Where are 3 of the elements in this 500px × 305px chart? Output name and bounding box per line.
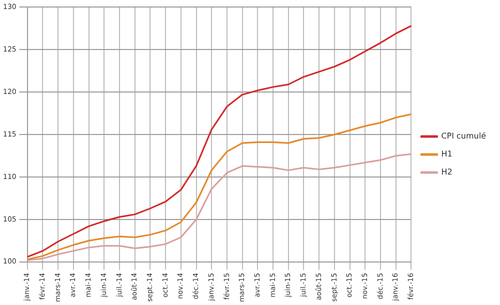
legend-label: H2	[441, 168, 452, 177]
legend-label: H1	[441, 150, 452, 159]
legend-label: CPI cumulé	[441, 132, 486, 141]
